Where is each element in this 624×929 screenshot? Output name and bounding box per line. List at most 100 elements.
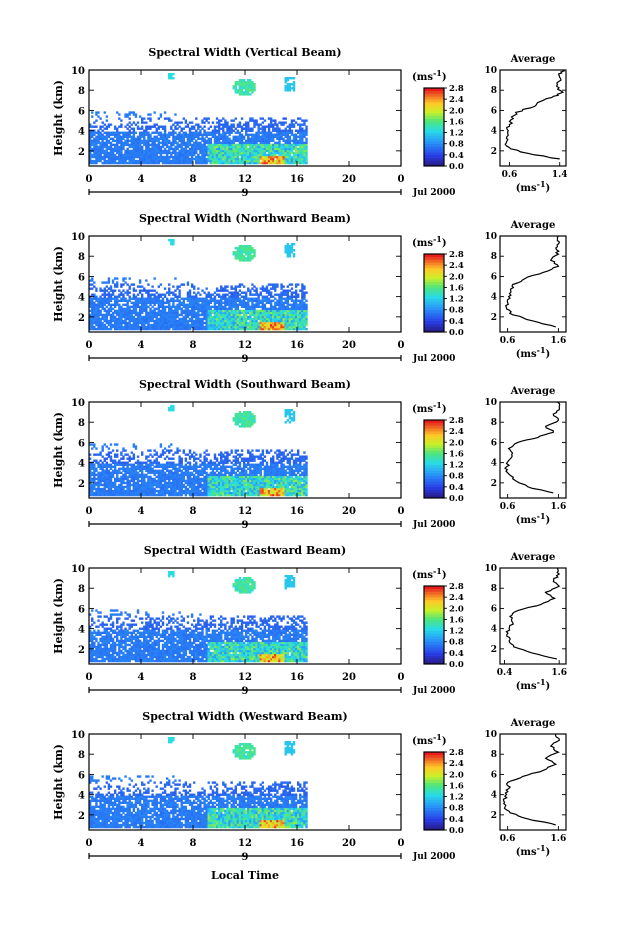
heatmap-cell	[163, 149, 167, 153]
heatmap-cell	[234, 255, 237, 258]
heatmap-cell	[122, 295, 125, 298]
heatmap-cell	[197, 303, 200, 307]
heatmap-cell	[261, 311, 265, 315]
heatmap-cell	[255, 143, 258, 147]
heatmap-cell	[170, 133, 173, 136]
heatmap-cell	[207, 149, 210, 153]
heatmap-cell	[269, 139, 273, 143]
heatmap-cell	[101, 303, 104, 307]
heatmap-cell	[213, 321, 217, 325]
heatmap-cell	[278, 317, 281, 321]
heatmap-cell	[163, 151, 167, 155]
heatmap-cell	[145, 127, 148, 130]
heatmap-cell	[282, 289, 285, 292]
heatmap-cell	[292, 291, 296, 294]
heatmap-cell	[249, 159, 252, 163]
heatmap-cell	[109, 149, 113, 153]
heatmap-cell	[269, 121, 273, 124]
heatmap-cell	[305, 299, 308, 302]
heatmap-cell	[269, 135, 273, 139]
heatmap-cell	[97, 311, 100, 315]
heatmap-cell	[95, 141, 98, 145]
heatmap-cell	[255, 159, 258, 163]
date-label: Jul 2000	[412, 188, 455, 198]
heatmap-cell	[116, 317, 119, 321]
heatmap-cell	[155, 153, 158, 157]
heatmap-cell	[234, 91, 237, 94]
heatmap-cell	[276, 307, 279, 311]
heatmap-cell	[259, 147, 262, 151]
heatmap-cell	[230, 127, 233, 130]
heatmap-cell	[163, 309, 167, 313]
heatmap-cell	[290, 247, 294, 250]
heatmap-cell	[288, 295, 292, 298]
colorbar-segment	[424, 265, 444, 269]
heatmap-cell	[209, 145, 213, 149]
heatmap-cell	[236, 89, 240, 92]
heatmap-cell	[280, 157, 283, 161]
heatmap-cell	[265, 307, 269, 311]
colorbar-tick-label: 1.2	[449, 295, 464, 305]
heatmap-cell	[91, 135, 94, 139]
heatmap-cell	[240, 259, 244, 262]
heatmap-cell	[143, 325, 146, 329]
heatmap-cell	[182, 321, 185, 325]
heatmap-cell	[301, 151, 304, 155]
heatmap-cell	[161, 145, 165, 149]
heatmap-cell	[180, 307, 183, 311]
heatmap-cell	[120, 145, 123, 149]
heatmap-cell	[180, 327, 183, 331]
heatmap-cell	[116, 149, 119, 153]
profile-frame	[499, 235, 567, 333]
heatmap-cell	[205, 149, 208, 153]
heatmap-cell	[141, 133, 144, 136]
heatmap-cell	[188, 471, 192, 475]
heatmap-cell	[217, 119, 221, 122]
heatmap-cell	[286, 131, 289, 134]
heatmap-cell	[251, 127, 254, 130]
heatmap-cell	[155, 327, 158, 331]
heatmap-cell	[257, 159, 260, 163]
heatmap-cell	[134, 297, 138, 300]
heatmap-cell	[242, 313, 246, 317]
heatmap-cell	[126, 153, 129, 157]
heatmap-cell	[122, 145, 125, 149]
heatmap-cell	[161, 301, 165, 305]
heatmap-cell	[145, 131, 148, 134]
heatmap-cell	[263, 327, 267, 331]
heatmap-cell	[99, 483, 102, 487]
heatmap-cell	[109, 321, 113, 325]
heatmap-cell	[182, 143, 185, 147]
heatmap-cell	[257, 137, 260, 141]
heatmap-cell	[163, 301, 167, 305]
heatmap-cell	[288, 83, 292, 86]
heatmap-cell	[113, 317, 117, 321]
heatmap-cell	[138, 473, 142, 477]
colorbar-segment	[424, 88, 444, 92]
colorbar-segment	[424, 99, 444, 103]
heatmap-cell	[290, 159, 294, 163]
heatmap-cell	[118, 459, 121, 462]
heatmap-cell	[232, 315, 235, 319]
heatmap-cell	[153, 307, 156, 311]
heatmap-cell	[209, 137, 213, 141]
heatmap-cell	[276, 293, 279, 296]
heatmap-cell	[153, 111, 156, 114]
heatmap-cell	[272, 143, 275, 147]
heatmap-cell	[226, 139, 229, 143]
heatmap-cell	[128, 455, 131, 458]
heatmap-cell	[105, 327, 109, 331]
heatmap-cell	[176, 467, 179, 471]
heatmap-cell	[138, 479, 142, 483]
heatmap-cell	[186, 453, 190, 456]
heatmap-cell	[172, 240, 175, 244]
heatmap-cell	[253, 147, 256, 151]
heatmap-cell	[126, 143, 129, 147]
heatmap-cell	[201, 307, 204, 311]
heatmap-cell	[280, 299, 283, 302]
heatmap-cell	[107, 327, 111, 331]
heatmap-cell	[253, 285, 256, 288]
heatmap-cell	[299, 309, 302, 313]
heatmap-cell	[91, 477, 94, 481]
profile-y-tick-label: 6	[491, 106, 497, 116]
